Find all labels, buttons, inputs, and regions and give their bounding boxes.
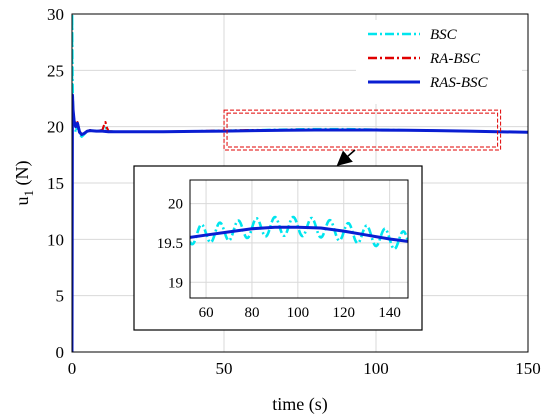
y-axis-title: u1 (N) bbox=[12, 161, 36, 206]
inset-y-tick-label: 20 bbox=[168, 197, 183, 213]
inset-x-tick-label: 120 bbox=[332, 305, 355, 321]
inset-y-tick-label: 19 bbox=[168, 275, 183, 291]
zoom-arrow bbox=[336, 149, 356, 166]
inset-x-tick-label: 60 bbox=[199, 305, 214, 321]
y-tick-label: 20 bbox=[47, 118, 64, 137]
inset-series-line-ras-bsc bbox=[190, 225, 408, 243]
y-axis-title-unit: (N) bbox=[12, 161, 33, 191]
inset-panel bbox=[133, 165, 423, 331]
zoom-region-rect bbox=[226, 112, 499, 148]
inset-series-group bbox=[190, 215, 408, 251]
main-tick-labels: 0 50 100 150 0 5 10 15 20 25 30 bbox=[47, 5, 541, 378]
x-tick-label: 150 bbox=[515, 359, 541, 378]
legend-label-ras-bsc: RAS-BSC bbox=[429, 75, 488, 91]
zoom-region-marker bbox=[223, 109, 502, 151]
inset-x-tick-label: 140 bbox=[378, 305, 401, 321]
series-line-ras-bsc bbox=[72, 93, 528, 352]
y-tick-label: 0 bbox=[56, 343, 65, 362]
y-axis-title-symbol: u bbox=[12, 197, 32, 206]
legend-label-bsc: BSC bbox=[430, 27, 458, 43]
inset-x-tick-label: 100 bbox=[287, 305, 310, 321]
y-tick-label: 5 bbox=[56, 287, 65, 306]
main-plot-frame bbox=[71, 13, 529, 353]
legend-box bbox=[356, 20, 522, 104]
x-tick-label: 100 bbox=[363, 359, 389, 378]
y-tick-label: 25 bbox=[47, 61, 64, 80]
inset-x-tick-label: 80 bbox=[244, 305, 259, 321]
zoom-region-rect bbox=[223, 109, 502, 151]
inset-tick-labels: 60 80 100 120 140 19 19.5 20 bbox=[157, 197, 401, 321]
inset-series-line-bsc bbox=[190, 215, 408, 251]
y-tick-label: 10 bbox=[47, 230, 64, 249]
x-tick-label: 0 bbox=[68, 359, 77, 378]
y-tick-label: 15 bbox=[47, 174, 64, 193]
x-tick-label: 50 bbox=[216, 359, 233, 378]
y-axis-title-subscript: 1 bbox=[21, 190, 36, 197]
inset-grid bbox=[190, 180, 408, 298]
legend-label-ra-bsc: RA-BSC bbox=[429, 51, 481, 67]
y-tick-label: 30 bbox=[47, 5, 64, 24]
x-axis-title: time (s) bbox=[272, 394, 328, 415]
main-series-group bbox=[72, 14, 528, 352]
inset-y-tick-label: 19.5 bbox=[157, 236, 183, 252]
legend: BSC RA-BSC RAS-BSC bbox=[368, 27, 488, 91]
inset-plot-frame bbox=[189, 179, 409, 299]
